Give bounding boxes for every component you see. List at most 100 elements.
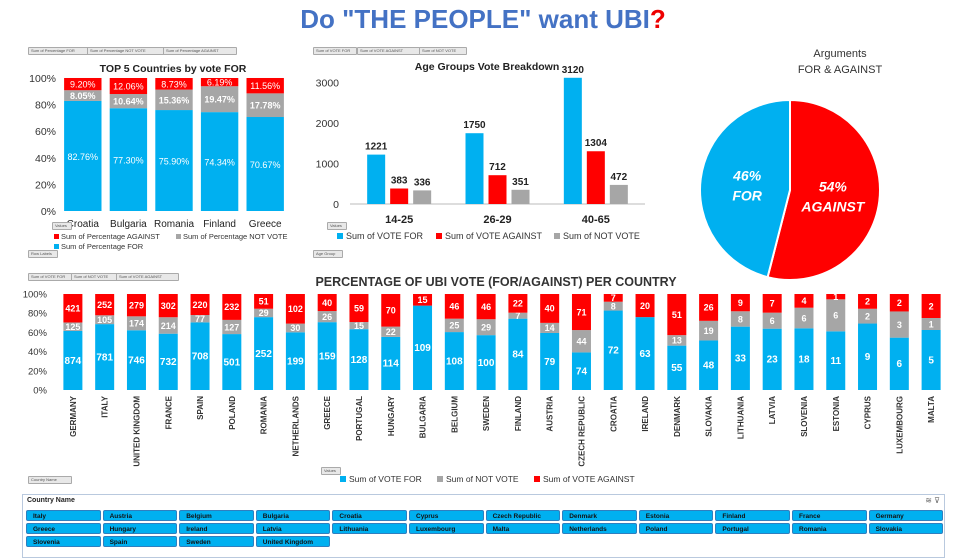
- bar-segment: [317, 311, 337, 323]
- y-tick-label: 80%: [35, 100, 56, 112]
- country-field-button[interactable]: Sum of NOT VOTE: [71, 273, 118, 281]
- data-label: 26: [322, 312, 332, 322]
- slicer-item-netherlands[interactable]: Netherlands: [562, 523, 637, 534]
- data-label: 746: [128, 355, 145, 366]
- x-tick-label: UNITED KINGDOM: [132, 396, 141, 467]
- country-bottom-field-button[interactable]: Values: [321, 467, 341, 475]
- slicer-item-france[interactable]: France: [792, 510, 867, 521]
- x-tick-label: LUXEMBOURG: [895, 396, 904, 454]
- bar-segment: [571, 294, 591, 331]
- slicer-item-portugal[interactable]: Portugal: [715, 523, 790, 534]
- slicer-item-germany[interactable]: Germany: [868, 510, 944, 521]
- data-label: 8.73%: [161, 79, 187, 89]
- slicer-item-spain[interactable]: Spain: [102, 536, 178, 547]
- slicer-item-ireland[interactable]: Ireland: [179, 523, 254, 534]
- top5-field-button[interactable]: Sum of Percentage NOT VOTE: [87, 47, 165, 55]
- slicer-item-slovakia[interactable]: Slovakia: [868, 523, 944, 534]
- bar-segment: [126, 316, 146, 331]
- slicer-item-hungary[interactable]: Hungary: [102, 523, 178, 534]
- age-bottom-field-button[interactable]: Values: [327, 222, 347, 230]
- age-bottom-field-button[interactable]: Age Group: [313, 250, 343, 258]
- country-field-button[interactable]: Sum of VOTE FOR: [28, 273, 72, 281]
- age-field-button[interactable]: Sum of NOT VOTE: [419, 47, 467, 55]
- data-label: 128: [351, 355, 368, 366]
- bar-segment: [540, 322, 560, 333]
- slicer-item-austria[interactable]: Austria: [102, 510, 178, 521]
- slicer-filter-icons[interactable]: ≋ ⊽: [925, 496, 940, 505]
- country-field-button[interactable]: Sum of VOTE AGAINST: [116, 273, 179, 281]
- data-label: 74: [576, 367, 588, 378]
- slicer-item-luxembourg[interactable]: Luxembourg: [409, 523, 484, 534]
- bar-segment: [794, 294, 814, 308]
- data-label: 732: [160, 357, 177, 368]
- slicer-item-belgium[interactable]: Belgium: [179, 510, 254, 521]
- bar-segment: [730, 326, 750, 390]
- data-label: 159: [319, 351, 336, 362]
- slicer-item-croatia[interactable]: Croatia: [332, 510, 407, 521]
- x-tick-label: Croatia: [67, 219, 100, 230]
- top5-bottom-field-button[interactable]: Row Labels: [28, 250, 58, 258]
- top5-field-button[interactable]: Sum of Percentage FOR: [28, 47, 89, 55]
- bar-segment: [730, 311, 750, 327]
- bar-segment: [667, 345, 687, 390]
- slicer-item-sweden[interactable]: Sweden: [179, 536, 254, 547]
- bar-segment: [158, 294, 178, 318]
- slicer-item-bulgaria[interactable]: Bulgaria: [255, 510, 331, 521]
- slicer-item-poland[interactable]: Poland: [638, 523, 714, 534]
- slicer-item-czech-republic[interactable]: Czech Republic: [485, 510, 561, 521]
- legend-label: Sum of VOTE AGAINST: [445, 231, 543, 241]
- data-label: 29: [259, 308, 269, 318]
- data-label: 20: [640, 301, 650, 311]
- y-tick-label: 0%: [33, 386, 47, 397]
- slicer-item-united-kingdom[interactable]: United Kingdom: [255, 536, 331, 547]
- bar-segment: [635, 317, 655, 390]
- data-label: 8: [738, 314, 743, 324]
- slicer-item-slovenia[interactable]: Slovenia: [26, 536, 101, 547]
- bar-segment: [699, 340, 719, 390]
- x-tick-label: Romania: [154, 219, 194, 230]
- bar-segment: [858, 308, 878, 324]
- data-label: 10.64%: [113, 97, 144, 107]
- slicer-item-lithuania[interactable]: Lithuania: [332, 523, 407, 534]
- slicer-item-denmark[interactable]: Denmark: [562, 510, 637, 521]
- age-field-button[interactable]: Sum of VOTE FOR: [313, 47, 357, 55]
- data-label: 351: [512, 177, 529, 188]
- bar-segment: [63, 322, 83, 331]
- data-label: 77: [195, 314, 205, 324]
- data-label: 232: [224, 302, 239, 312]
- bar-segment: [858, 323, 878, 390]
- slicer-item-greece[interactable]: Greece: [26, 523, 101, 534]
- bar-segment: [190, 322, 210, 390]
- slicer-item-latvia[interactable]: Latvia: [255, 523, 331, 534]
- slicer-item-malta[interactable]: Malta: [485, 523, 561, 534]
- slicer-item-italy[interactable]: Italy: [26, 510, 101, 521]
- slicer-item-romania[interactable]: Romania: [792, 523, 867, 534]
- bar-segment: [190, 315, 210, 323]
- y-tick-label: 60%: [28, 328, 48, 339]
- slicer-item-estonia[interactable]: Estonia: [638, 510, 714, 521]
- slicer-item-cyprus[interactable]: Cyprus: [409, 510, 484, 521]
- bar-segment: [826, 294, 846, 300]
- bar-segment: [381, 336, 401, 390]
- top5-bottom-field-button[interactable]: Values: [52, 222, 72, 230]
- x-tick-label: POLAND: [228, 396, 237, 430]
- top5-field-button[interactable]: Sum of Percentage AGAINST: [163, 47, 237, 55]
- slicer-item-finland[interactable]: Finland: [715, 510, 790, 521]
- bar-segment: [126, 294, 146, 317]
- age-field-button[interactable]: Sum of VOTE AGAINST: [357, 47, 420, 55]
- data-label: 9.20%: [70, 80, 96, 90]
- country-slicer[interactable]: Country Name ≋ ⊽ Italy Austria Belgium Bulg…: [22, 494, 945, 558]
- bar-segment: [222, 334, 242, 390]
- data-label: 421: [65, 304, 80, 314]
- slicer-title: Country Name: [27, 497, 75, 504]
- y-tick-label: 40%: [28, 347, 48, 358]
- data-label: 6: [897, 359, 903, 370]
- data-label: 2: [897, 298, 902, 308]
- data-label: 9: [865, 352, 871, 363]
- country-bottom-field-button[interactable]: Country Name: [28, 476, 72, 484]
- age-groups-chart: Age Groups Vote Breakdown 0 1000 2000 3000 12…: [316, 61, 645, 241]
- bar-segment: [444, 294, 464, 319]
- bar-segment: [158, 317, 178, 334]
- data-label: 336: [414, 177, 431, 188]
- data-label: 11: [830, 356, 841, 367]
